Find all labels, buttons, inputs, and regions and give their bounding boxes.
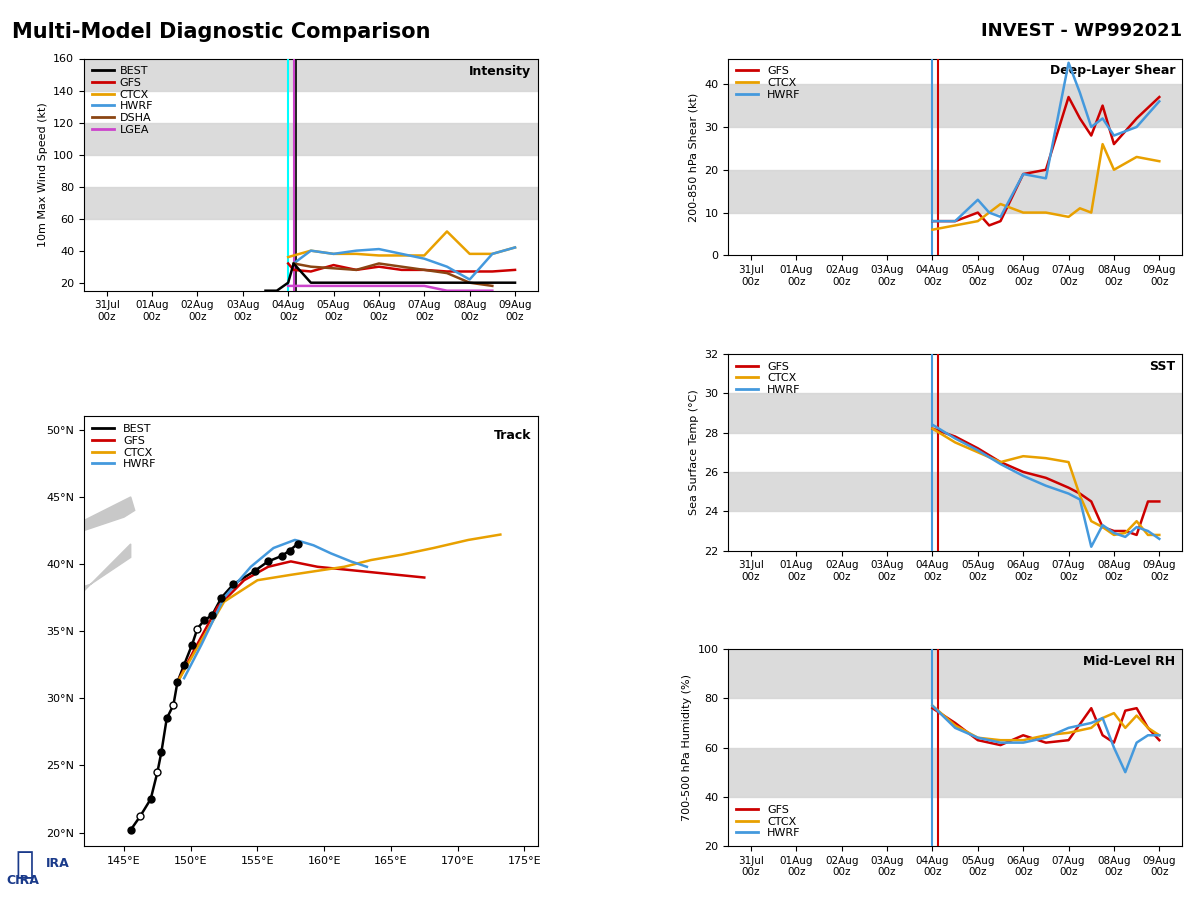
Polygon shape bbox=[4, 544, 131, 638]
Bar bbox=[728, 85, 1182, 127]
Text: Deep-Layer Shear: Deep-Layer Shear bbox=[1050, 65, 1175, 77]
Polygon shape bbox=[64, 497, 134, 530]
Y-axis label: 10m Max Wind Speed (kt): 10m Max Wind Speed (kt) bbox=[37, 103, 48, 247]
Bar bbox=[728, 748, 1182, 796]
Bar bbox=[84, 58, 538, 91]
Text: Multi-Model Diagnostic Comparison: Multi-Model Diagnostic Comparison bbox=[12, 22, 431, 42]
Legend: GFS, CTCX, HWRF: GFS, CTCX, HWRF bbox=[734, 64, 803, 102]
Text: Ⓜ: Ⓜ bbox=[16, 850, 34, 879]
Bar bbox=[728, 472, 1182, 511]
Text: IRA: IRA bbox=[46, 857, 70, 869]
Y-axis label: 200-850 hPa Shear (kt): 200-850 hPa Shear (kt) bbox=[689, 93, 698, 221]
Bar bbox=[84, 122, 538, 155]
Text: Track: Track bbox=[493, 429, 530, 442]
Legend: GFS, CTCX, HWRF: GFS, CTCX, HWRF bbox=[734, 803, 803, 841]
Text: INVEST - WP992021: INVEST - WP992021 bbox=[980, 22, 1182, 40]
Text: CIRA: CIRA bbox=[6, 874, 38, 886]
Y-axis label: Sea Surface Temp (°C): Sea Surface Temp (°C) bbox=[689, 390, 698, 515]
Text: Mid-Level RH: Mid-Level RH bbox=[1084, 655, 1175, 668]
Legend: GFS, CTCX, HWRF: GFS, CTCX, HWRF bbox=[734, 359, 803, 397]
Bar bbox=[84, 186, 538, 219]
Text: Intensity: Intensity bbox=[469, 66, 530, 78]
Bar bbox=[728, 393, 1182, 433]
Legend: BEST, GFS, CTCX, HWRF, DSHA, LGEA: BEST, GFS, CTCX, HWRF, DSHA, LGEA bbox=[90, 64, 155, 137]
Legend: BEST, GFS, CTCX, HWRF: BEST, GFS, CTCX, HWRF bbox=[90, 422, 158, 472]
Bar bbox=[728, 649, 1182, 698]
Text: SST: SST bbox=[1150, 360, 1175, 373]
Bar bbox=[728, 170, 1182, 212]
Y-axis label: 700-500 hPa Humidity (%): 700-500 hPa Humidity (%) bbox=[682, 674, 692, 821]
